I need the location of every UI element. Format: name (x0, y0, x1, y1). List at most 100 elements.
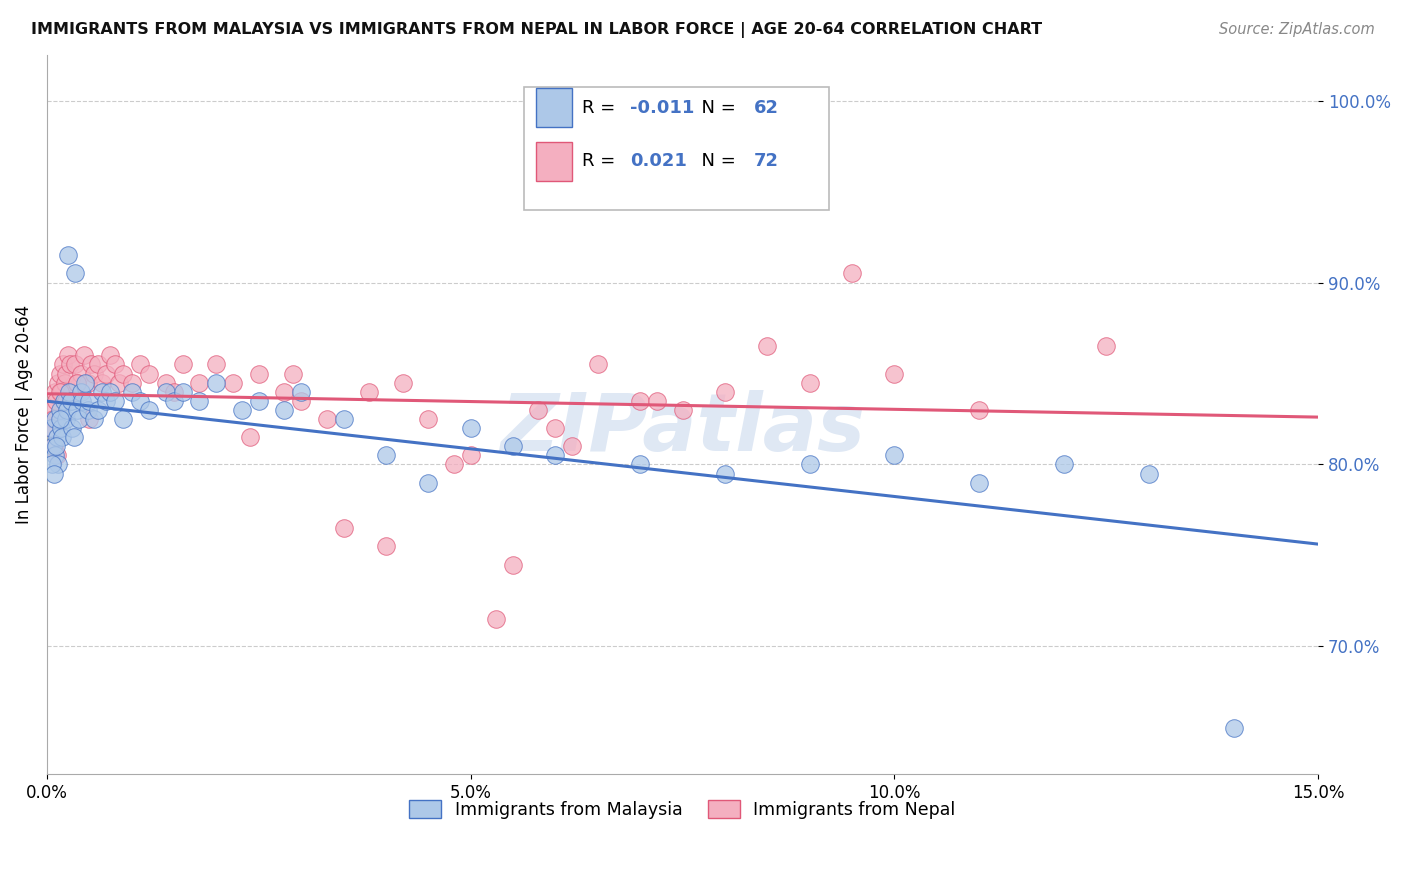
Point (51, 421, 73, 435)
Point (96, 393, 118, 408)
Point (172, 358, 194, 372)
Point (73, 348, 96, 362)
Point (163, 384, 186, 399)
Point (967, 403, 990, 417)
Point (41, 458, 63, 472)
Point (315, 412, 337, 426)
Point (104, 358, 127, 372)
Point (73, 376, 96, 390)
Legend: Immigrants from Malaysia, Immigrants from Nepal: Immigrants from Malaysia, Immigrants fro… (402, 794, 963, 826)
Text: 72: 72 (754, 153, 779, 170)
Point (108, 376, 131, 390)
Point (205, 358, 228, 372)
FancyBboxPatch shape (536, 87, 572, 128)
Point (418, 475, 440, 490)
Point (77, 412, 100, 426)
Point (671, 403, 693, 417)
Point (290, 384, 312, 399)
Point (41, 421, 63, 435)
Point (527, 403, 550, 417)
FancyBboxPatch shape (536, 142, 572, 181)
Point (121, 384, 143, 399)
Point (52, 358, 75, 372)
Point (46, 449, 69, 463)
Point (188, 393, 211, 408)
Point (56, 348, 79, 362)
Point (628, 393, 651, 408)
Point (45, 393, 67, 408)
Point (49, 412, 72, 426)
Point (121, 376, 143, 390)
Point (83, 412, 105, 426)
Point (332, 521, 354, 535)
Point (239, 430, 262, 444)
Point (83, 367, 105, 381)
Text: N =: N = (690, 153, 742, 170)
Point (100, 348, 122, 362)
Text: 0.021: 0.021 (630, 153, 688, 170)
Point (138, 367, 160, 381)
Point (56, 403, 79, 417)
Point (502, 439, 524, 453)
Point (357, 384, 380, 399)
Point (60, 421, 83, 435)
Point (129, 358, 152, 372)
FancyBboxPatch shape (523, 87, 828, 210)
Point (112, 367, 135, 381)
Point (72, 393, 94, 408)
Point (58, 384, 80, 399)
Point (63, 430, 86, 444)
Point (49, 384, 72, 399)
Point (799, 376, 821, 390)
Point (273, 384, 295, 399)
Point (80, 358, 103, 372)
Point (1053, 458, 1076, 472)
Text: Source: ZipAtlas.com: Source: ZipAtlas.com (1219, 22, 1375, 37)
Text: R =: R = (582, 153, 621, 170)
Point (96, 367, 118, 381)
Point (65, 376, 87, 390)
Text: N =: N = (690, 99, 742, 117)
Point (52, 393, 75, 408)
Point (66, 376, 89, 390)
Point (1137, 467, 1160, 481)
Point (281, 367, 304, 381)
Point (60, 384, 83, 399)
Point (374, 449, 396, 463)
Point (51, 430, 73, 444)
Point (42, 412, 65, 426)
Point (756, 339, 779, 353)
Point (87, 358, 110, 372)
Point (59, 393, 82, 408)
Point (1095, 339, 1118, 353)
Point (42, 467, 65, 481)
Point (645, 393, 668, 408)
Text: ZIPatlas: ZIPatlas (501, 390, 865, 467)
Point (188, 376, 211, 390)
Point (91, 384, 114, 399)
Point (883, 367, 905, 381)
Point (39, 421, 62, 435)
Point (967, 475, 990, 490)
Point (44, 412, 66, 426)
Point (76, 376, 98, 390)
Text: -0.011: -0.011 (630, 99, 695, 117)
Point (56, 248, 79, 262)
Point (714, 384, 737, 399)
Point (392, 376, 415, 390)
Point (112, 412, 135, 426)
Point (77, 393, 100, 408)
Point (231, 403, 253, 417)
Point (104, 393, 127, 408)
Point (59, 358, 82, 372)
Text: IMMIGRANTS FROM MALAYSIA VS IMMIGRANTS FROM NEPAL IN LABOR FORCE | AGE 20-64 COR: IMMIGRANTS FROM MALAYSIA VS IMMIGRANTS F… (31, 22, 1042, 38)
Point (55, 367, 77, 381)
Point (91, 376, 114, 390)
Point (67, 412, 90, 426)
Point (129, 393, 152, 408)
Point (247, 367, 270, 381)
Point (155, 384, 177, 399)
Point (205, 376, 228, 390)
Point (55, 393, 77, 408)
Point (55, 412, 77, 426)
